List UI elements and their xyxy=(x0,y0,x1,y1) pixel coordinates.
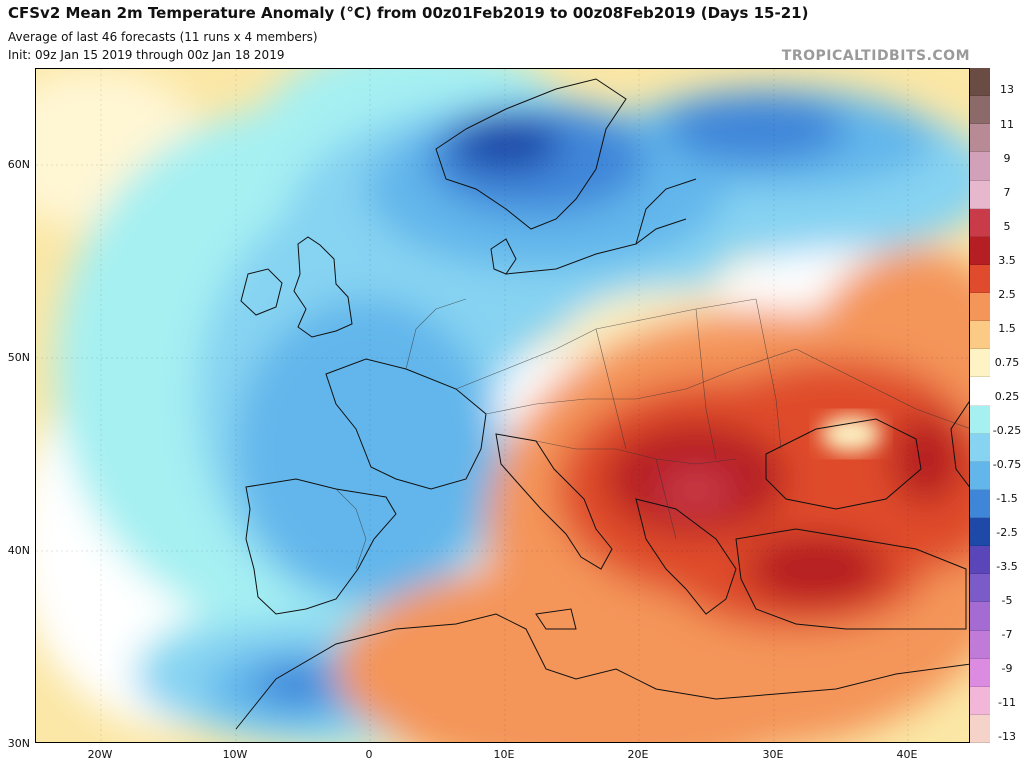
lon-label-20w: 20W xyxy=(87,748,113,761)
colorbar-swatch xyxy=(970,546,990,575)
colorbar-swatch xyxy=(970,461,990,490)
colorbar-label: -9 xyxy=(1001,662,1013,676)
map-subtitle-forecasts: Average of last 46 forecasts (11 runs x … xyxy=(8,30,318,44)
anomaly-field xyxy=(36,69,969,742)
lat-label-60n: 60N xyxy=(7,158,30,171)
anomaly-map-svg xyxy=(36,69,969,742)
colorbar-label: 0.25 xyxy=(994,389,1020,403)
colorbar-swatch xyxy=(970,686,990,715)
colorbar-label: 13 xyxy=(1000,83,1014,97)
colorbar-label: 1.5 xyxy=(998,321,1016,335)
colorbar-swatch xyxy=(970,68,990,97)
colorbar-label: 2.5 xyxy=(998,287,1016,301)
lon-label-10e: 10E xyxy=(493,748,515,761)
lon-label-0: 0 xyxy=(365,748,373,761)
watermark: TROPICALTIDBITS.COM xyxy=(781,48,970,64)
colorbar-swatch xyxy=(970,180,990,209)
anomaly-map xyxy=(35,68,970,743)
colorbar-label: -11 xyxy=(998,696,1016,710)
colorbar-swatch xyxy=(970,264,990,293)
colorbar-label: -13 xyxy=(998,730,1016,744)
colorbar-label: 0.75 xyxy=(994,355,1020,369)
colorbar-swatch xyxy=(970,714,990,743)
colorbar-swatch xyxy=(970,377,990,406)
colorbar-swatch xyxy=(970,658,990,687)
map-subtitle-init: Init: 09z Jan 15 2019 through 00z Jan 18… xyxy=(8,48,285,62)
colorbar-label: 7 xyxy=(1003,185,1011,199)
colorbar-swatch xyxy=(970,96,990,125)
colorbar-label: -2.5 xyxy=(996,526,1018,540)
colorbar-swatch xyxy=(970,405,990,434)
colorbar-label: 9 xyxy=(1003,151,1011,165)
colorbar-swatch xyxy=(970,124,990,153)
colorbar-label: -0.25 xyxy=(992,423,1022,437)
colorbar-swatch xyxy=(970,208,990,237)
lat-label-50n: 50N xyxy=(7,351,30,364)
colorbar-label: -7 xyxy=(1001,628,1013,642)
lat-label-30n: 30N xyxy=(7,737,30,750)
colorbar-label: -0.75 xyxy=(992,457,1022,471)
colorbar-swatch xyxy=(970,349,990,378)
colorbar-swatch xyxy=(970,152,990,181)
lon-label-40e: 40E xyxy=(896,748,918,761)
country-borders xyxy=(335,298,969,570)
colorbar-label: -1.5 xyxy=(996,492,1018,506)
colorbar-label: 5 xyxy=(1003,219,1011,233)
colorbar-swatch xyxy=(970,321,990,350)
colorbar-swatch xyxy=(970,574,990,603)
colorbar-swatch xyxy=(970,433,990,462)
colorbar-swatch xyxy=(970,602,990,631)
lon-label-10w: 10W xyxy=(222,748,248,761)
lon-label-30e: 30E xyxy=(762,748,784,761)
colorbar-swatch xyxy=(970,489,990,518)
graticule xyxy=(36,69,969,742)
black-sea-patch xyxy=(821,416,881,452)
colorbar-label: 11 xyxy=(1000,117,1014,131)
map-title: CFSv2 Mean 2m Temperature Anomaly (°C) f… xyxy=(8,4,809,22)
colorbar-swatch xyxy=(970,236,990,265)
colorbar-swatch xyxy=(970,518,990,547)
colorbar: 13 11 9 7 5 3.5 2.5 1.5 0.75 0.25 -0.25 -0.75 -1.5 -2… xyxy=(970,68,1024,743)
lat-label-40n: 40N xyxy=(7,544,30,557)
lon-label-20e: 20E xyxy=(627,748,649,761)
colorbar-label: -3.5 xyxy=(996,560,1018,574)
colorbar-swatch xyxy=(970,293,990,322)
colorbar-swatch xyxy=(970,630,990,659)
colorbar-label: -5 xyxy=(1001,594,1013,608)
colorbar-label: 3.5 xyxy=(998,253,1016,267)
